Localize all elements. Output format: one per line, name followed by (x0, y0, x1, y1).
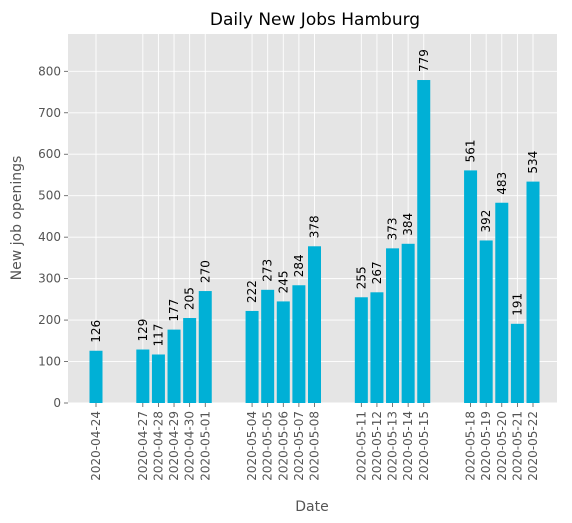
bar-value-label: 205 (183, 287, 197, 310)
bar (479, 240, 493, 403)
x-tick-label: 2020-05-19 (479, 411, 493, 481)
bar-value-label: 392 (479, 210, 493, 233)
x-tick-label: 2020-05-14 (401, 411, 415, 481)
x-tick-label: 2020-04-28 (151, 411, 165, 481)
x-tick-label: 2020-04-30 (183, 411, 197, 481)
x-tick-label: 2020-05-11 (354, 411, 368, 481)
x-tick-label: 2020-05-04 (245, 411, 259, 481)
bar (245, 310, 259, 403)
bar (370, 292, 384, 403)
bar-value-label: 245 (276, 271, 290, 294)
y-tick-label: 200 (38, 313, 61, 327)
x-tick-label: 2020-05-18 (464, 411, 478, 481)
bar (151, 354, 165, 403)
y-axis: 0 100 200 300 400 500 600 700 800 (38, 64, 68, 410)
bar-value-label: 561 (464, 139, 478, 162)
chart-title: Daily New Jobs Hamburg (210, 10, 420, 30)
x-tick-label: 2020-04-29 (167, 411, 181, 481)
y-tick-label: 300 (38, 272, 61, 286)
bar-value-label: 177 (167, 299, 181, 322)
y-tick-label: 800 (38, 64, 61, 78)
bar (136, 349, 150, 403)
x-axis: 2020-04-24 2020-04-27 2020-04-28 2020-04-29… (89, 403, 540, 481)
x-tick-label: 2020-05-21 (510, 411, 524, 481)
bar (386, 248, 400, 403)
bar-value-label: 384 (401, 213, 415, 236)
bar (183, 318, 197, 403)
bar (308, 246, 321, 403)
bar (89, 350, 103, 403)
bar (495, 202, 509, 403)
bar (354, 297, 368, 403)
x-tick-label: 2020-05-05 (261, 411, 275, 481)
bar-value-label: 129 (136, 319, 150, 342)
x-tick-label: 2020-05-08 (308, 411, 322, 481)
x-tick-label: 2020-05-15 (417, 411, 431, 481)
x-tick-label: 2020-04-27 (136, 411, 150, 481)
bar-value-label: 779 (417, 49, 431, 72)
bar (276, 301, 290, 403)
y-tick-label: 500 (38, 189, 61, 203)
x-tick-label: 2020-05-07 (292, 411, 306, 481)
x-tick-label: 2020-05-01 (198, 411, 212, 481)
bar (464, 170, 478, 403)
y-tick-label: 100 (38, 355, 61, 369)
x-tick-label: 2020-05-22 (526, 411, 540, 481)
bar (401, 243, 415, 403)
y-tick-label: 700 (38, 106, 61, 120)
x-tick-label: 2020-05-12 (370, 411, 384, 481)
bar-value-label: 284 (292, 254, 306, 277)
bar-value-label: 117 (151, 324, 165, 347)
bar (167, 329, 181, 403)
bar-value-label: 483 (495, 172, 509, 195)
bar-value-label: 255 (354, 266, 368, 289)
bar-value-label: 378 (308, 215, 322, 238)
x-tick-label: 2020-05-13 (386, 411, 400, 481)
bar (510, 323, 524, 403)
y-tick-label: 0 (53, 396, 61, 410)
bar (261, 289, 275, 403)
y-tick-label: 600 (38, 147, 61, 161)
bar-value-label: 534 (526, 151, 540, 174)
bar-value-label: 270 (198, 260, 212, 283)
y-axis-label: New job openings (9, 156, 25, 281)
bar (417, 80, 431, 403)
x-tick-label: 2020-04-24 (89, 411, 103, 481)
x-tick-label: 2020-05-06 (276, 411, 290, 481)
bars-layer (89, 80, 540, 403)
bar (292, 285, 306, 403)
bar-value-label: 191 (510, 293, 524, 316)
bar-value-label: 273 (261, 259, 275, 282)
x-axis-label: Date (295, 499, 328, 515)
x-tick-label: 2020-05-20 (495, 411, 509, 481)
bar-value-label: 267 (370, 261, 384, 284)
bar-value-label: 126 (89, 320, 103, 343)
bar (198, 291, 212, 403)
y-tick-label: 400 (38, 230, 61, 244)
bar-value-label: 222 (245, 280, 259, 303)
bar-value-label: 373 (386, 217, 400, 240)
bar (526, 181, 540, 403)
